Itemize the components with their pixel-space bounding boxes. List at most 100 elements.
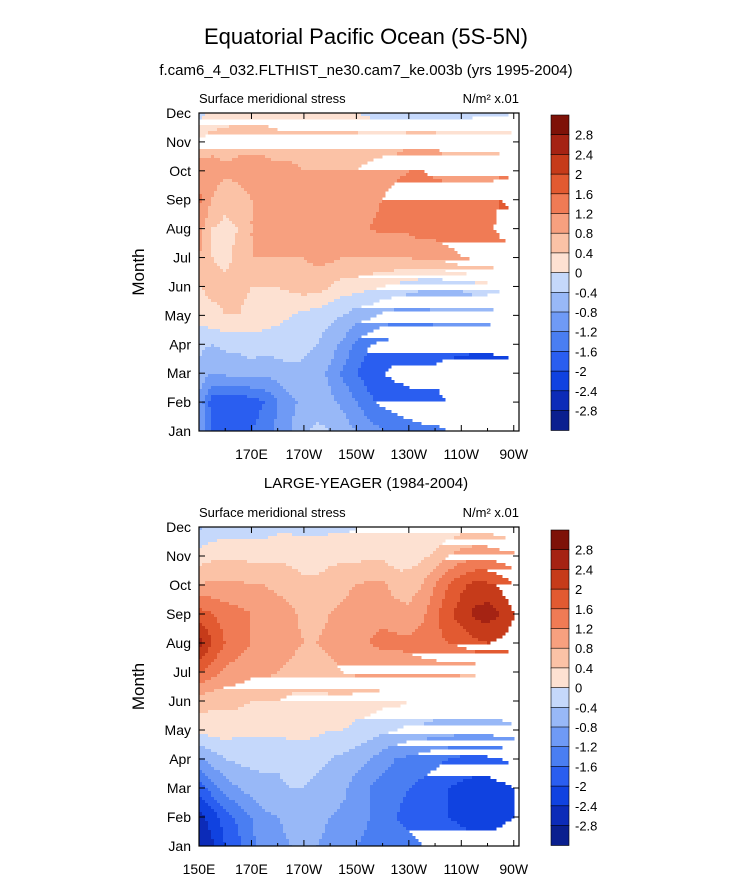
contour-cell xyxy=(202,386,212,390)
contour-cell xyxy=(226,842,242,846)
contour-cell xyxy=(448,584,467,588)
contour-cell xyxy=(373,398,446,402)
contour-cell xyxy=(199,320,284,324)
contour-cell xyxy=(346,416,368,420)
contour-cell xyxy=(238,824,254,828)
contour-cell xyxy=(436,581,452,585)
contour-cell xyxy=(364,413,398,417)
contour-cell xyxy=(211,200,254,204)
contour-cell xyxy=(199,755,224,759)
contour-cell xyxy=(448,794,515,798)
panel-top: Jan Feb Mar Apr May Jun Jul Aug Sep Oct Nov Dec 170E… xyxy=(129,91,597,462)
contour-cell xyxy=(250,815,278,819)
contour-cell xyxy=(232,179,398,183)
contour-cell xyxy=(352,308,395,312)
contour-cell xyxy=(199,827,209,831)
contour-cell xyxy=(211,413,260,417)
contour-cell xyxy=(457,821,506,825)
contour-cell xyxy=(352,395,374,399)
contour-cell xyxy=(199,323,281,327)
contour-cell xyxy=(379,776,425,780)
contour-cell xyxy=(199,371,326,375)
contour-cell xyxy=(349,782,374,786)
contour-cell xyxy=(211,407,263,411)
contour-cell xyxy=(346,794,371,798)
contour-cell xyxy=(322,332,347,336)
colorbar-label: 1.6 xyxy=(575,602,593,617)
contour-cell xyxy=(199,164,299,168)
contour-cell xyxy=(319,341,341,345)
contour-cell xyxy=(199,293,206,297)
contour-cell xyxy=(241,842,257,846)
contour-cell xyxy=(355,584,389,588)
contour-cell xyxy=(442,629,467,633)
contour-cell xyxy=(208,209,254,213)
contour-cell xyxy=(277,671,344,675)
contour-cell xyxy=(388,584,422,588)
contour-cell xyxy=(472,608,497,612)
contour-cell xyxy=(376,230,497,234)
contour-cell xyxy=(217,302,245,306)
contour-cell xyxy=(205,413,212,417)
contour-cell xyxy=(325,329,350,333)
contour-cell xyxy=(433,323,491,327)
contour-cell xyxy=(202,797,215,801)
contour-cell xyxy=(205,581,245,585)
contour-cell xyxy=(379,209,497,213)
contour-cell xyxy=(361,113,509,117)
colorbar-swatch xyxy=(550,291,570,313)
contour-cell xyxy=(241,653,296,657)
contour-cell xyxy=(358,338,389,342)
contour-cell xyxy=(256,842,290,846)
contour-cell xyxy=(355,398,374,402)
contour-cell xyxy=(199,194,203,198)
contour-cell xyxy=(454,551,515,555)
contour-cell xyxy=(337,317,371,321)
contour-cell xyxy=(394,269,446,273)
x-tick-label: 110W xyxy=(444,446,480,462)
contour-cell xyxy=(397,818,452,822)
contour-cell xyxy=(205,347,221,351)
contour-cell xyxy=(355,674,461,678)
contour-cell xyxy=(199,347,206,351)
contour-cell xyxy=(226,665,284,669)
y-tick-label: Aug xyxy=(166,635,191,651)
contour-cell xyxy=(403,797,449,801)
contour-cell xyxy=(415,593,434,597)
contour-cell xyxy=(199,536,269,540)
contour-cell xyxy=(433,593,446,597)
contour-cell xyxy=(202,641,212,645)
contour-cell xyxy=(370,392,440,396)
contour-cell xyxy=(217,188,245,192)
contour-cell xyxy=(397,815,449,819)
contour-cell xyxy=(334,281,401,285)
contour-cell xyxy=(430,572,446,576)
contour-cell xyxy=(208,206,254,210)
contour-cell xyxy=(427,611,440,615)
contour-cell xyxy=(229,662,287,666)
contour-cell xyxy=(202,194,215,198)
contour-cell xyxy=(418,779,464,783)
contour-cell xyxy=(448,791,515,795)
contour-cell xyxy=(241,353,308,357)
colorbar-swatch xyxy=(550,351,570,372)
contour-cell xyxy=(406,602,410,606)
contour-cell xyxy=(211,596,284,600)
contour-cell xyxy=(223,806,242,810)
contour-cell xyxy=(310,737,374,741)
contour-cell xyxy=(211,233,236,237)
colorbar-label: -2.8 xyxy=(575,404,597,419)
y-tick-label: Jul xyxy=(173,664,191,680)
contour-cell xyxy=(337,809,371,813)
contour-cell xyxy=(199,395,206,399)
contour-cell xyxy=(241,806,263,810)
contour-cell xyxy=(202,527,356,531)
contour-cell xyxy=(244,299,335,303)
contour-cell xyxy=(214,155,239,159)
contour-field xyxy=(199,113,512,432)
contour-cell xyxy=(424,776,473,780)
contour-cell xyxy=(229,125,269,129)
contour-cell xyxy=(310,428,329,432)
colorbar-swatch xyxy=(550,687,570,708)
contour-cell xyxy=(247,647,299,651)
